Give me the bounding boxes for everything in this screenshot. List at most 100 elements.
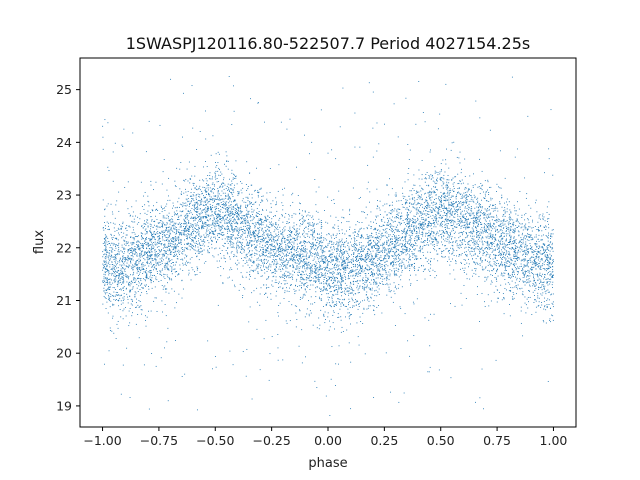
data-point xyxy=(131,220,133,222)
data-point xyxy=(421,223,423,225)
data-point xyxy=(332,259,334,261)
data-point xyxy=(224,192,226,194)
data-point xyxy=(456,226,458,228)
data-point xyxy=(552,303,554,305)
data-point xyxy=(182,136,183,138)
data-point xyxy=(360,267,362,269)
data-point xyxy=(308,222,310,224)
data-point xyxy=(267,278,269,280)
data-point xyxy=(476,212,478,214)
data-point xyxy=(310,254,312,256)
data-point xyxy=(403,231,405,233)
data-point xyxy=(308,242,310,243)
data-point xyxy=(519,279,521,281)
data-point xyxy=(282,249,284,250)
data-point xyxy=(228,205,230,207)
data-point xyxy=(476,206,478,208)
data-point xyxy=(407,222,409,224)
data-point xyxy=(525,241,527,243)
data-point xyxy=(242,187,244,189)
data-point xyxy=(531,250,533,252)
data-point xyxy=(307,263,309,265)
data-point xyxy=(463,196,465,198)
data-point xyxy=(266,271,268,272)
data-point xyxy=(524,214,525,216)
data-point xyxy=(160,264,162,266)
data-point xyxy=(128,282,130,283)
data-point xyxy=(257,220,259,222)
data-point xyxy=(525,258,527,260)
data-point xyxy=(148,248,150,249)
data-point xyxy=(268,221,270,223)
data-point xyxy=(341,250,343,251)
data-point xyxy=(384,221,386,223)
data-point xyxy=(220,229,222,231)
data-point xyxy=(397,270,399,272)
data-point xyxy=(253,269,255,271)
data-point xyxy=(406,247,408,248)
data-point xyxy=(384,232,386,234)
data-point xyxy=(132,221,134,223)
data-point xyxy=(264,238,266,240)
data-point xyxy=(344,241,346,243)
data-point xyxy=(508,252,510,254)
data-point xyxy=(242,351,244,353)
data-point xyxy=(112,317,114,319)
data-point xyxy=(182,202,184,204)
data-point xyxy=(268,241,269,243)
data-point xyxy=(168,260,170,262)
data-point xyxy=(125,245,127,246)
data-point xyxy=(145,244,147,246)
data-point xyxy=(479,321,480,322)
data-point xyxy=(327,243,329,245)
data-point xyxy=(342,277,344,279)
data-point xyxy=(359,258,361,260)
data-point xyxy=(458,182,460,184)
data-point xyxy=(451,202,453,204)
data-point xyxy=(436,179,438,181)
data-point xyxy=(528,262,530,264)
data-point xyxy=(484,240,486,242)
data-point xyxy=(324,238,326,240)
data-point xyxy=(501,206,503,208)
data-point xyxy=(530,280,532,282)
data-point xyxy=(320,246,322,248)
data-point xyxy=(397,230,399,232)
data-point xyxy=(315,282,316,283)
data-point xyxy=(437,213,439,215)
data-point xyxy=(311,255,313,257)
data-point xyxy=(386,214,388,216)
data-point xyxy=(240,251,241,253)
data-point xyxy=(293,238,295,240)
data-point xyxy=(286,258,287,260)
data-point xyxy=(116,299,117,300)
data-point xyxy=(120,316,122,318)
data-point xyxy=(162,237,164,239)
data-point xyxy=(185,229,187,231)
data-point xyxy=(487,179,489,181)
data-point xyxy=(422,235,424,237)
data-point xyxy=(142,237,144,239)
data-point xyxy=(378,143,380,145)
data-point xyxy=(222,217,224,219)
data-point xyxy=(257,263,259,265)
data-point xyxy=(148,120,150,122)
data-point xyxy=(485,266,487,268)
data-point xyxy=(552,293,554,295)
data-point xyxy=(530,239,532,241)
data-point xyxy=(397,136,399,138)
data-point xyxy=(448,256,450,258)
data-point xyxy=(138,241,140,243)
data-point xyxy=(421,194,422,196)
data-point xyxy=(143,195,145,197)
data-point xyxy=(346,230,347,232)
data-point xyxy=(111,255,113,257)
data-point xyxy=(404,313,406,315)
data-point xyxy=(446,188,448,190)
data-point xyxy=(418,236,420,238)
data-point xyxy=(542,320,544,321)
data-point xyxy=(169,236,171,238)
data-point xyxy=(411,243,413,245)
data-point xyxy=(218,199,220,201)
data-point xyxy=(540,269,542,270)
